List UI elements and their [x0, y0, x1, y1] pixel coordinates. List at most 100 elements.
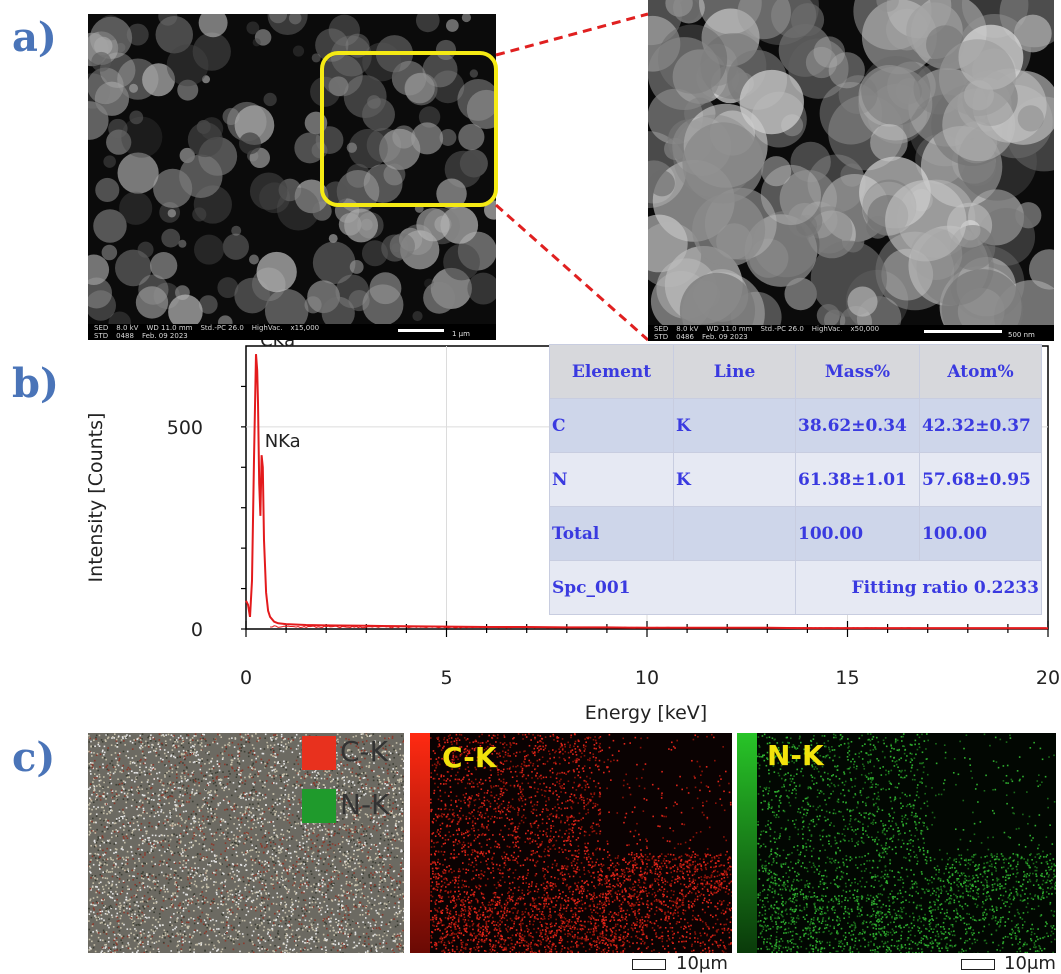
map-pixel [342, 952, 344, 953]
map-pixel [125, 775, 128, 777]
map-pixel [309, 906, 311, 909]
map-pixel [99, 856, 102, 858]
map-pixel [286, 783, 289, 786]
sem-particle [234, 277, 270, 314]
map-pixel [394, 902, 397, 905]
map-pixel [204, 788, 207, 791]
map-pixel [251, 940, 254, 943]
map-pixel [199, 874, 202, 876]
map-pixel [294, 769, 297, 772]
map-pixel [282, 879, 284, 882]
map-pixel [378, 871, 381, 873]
map-pixel [103, 905, 105, 907]
map-pixel [209, 791, 211, 794]
map-pixel [307, 833, 310, 836]
map-pixel [238, 930, 240, 933]
map-pixel [370, 833, 372, 835]
map-pixel [285, 859, 287, 861]
table-cell: Total [549, 506, 674, 561]
map-pixel [312, 851, 315, 854]
map-pixel [130, 915, 133, 918]
map-pixel [395, 938, 397, 940]
map-pixel [383, 878, 386, 880]
map-pixel [317, 834, 320, 836]
map-pixel [312, 928, 314, 931]
map-pixel [170, 795, 172, 797]
map-pixel [382, 796, 385, 799]
map-pixel [201, 900, 204, 903]
map-pixel [189, 889, 192, 891]
map-pixel [193, 883, 196, 886]
map-pixel [364, 843, 366, 846]
map-pixel [151, 746, 153, 749]
map-pixel [292, 864, 295, 867]
map-pixel [215, 808, 218, 810]
map-pixel [312, 832, 314, 835]
map-pixel [343, 944, 346, 947]
map-pixel [323, 925, 325, 927]
map-pixel [393, 891, 396, 894]
map-pixel [335, 919, 338, 922]
map-pixel [220, 820, 223, 823]
map-pixel [88, 741, 91, 743]
map-pixel [297, 857, 300, 859]
map-pixel [402, 868, 404, 870]
map-pixel [139, 886, 141, 889]
map-pixel [173, 869, 176, 872]
map-pixel [127, 756, 130, 759]
map-pixel [140, 872, 143, 875]
map-pixel [99, 785, 102, 788]
map-pixel [170, 755, 172, 758]
map-pixel [125, 794, 128, 797]
map-pixel [118, 817, 121, 819]
map-pixel [194, 820, 197, 823]
map-pixel [177, 874, 179, 877]
map-pixel [374, 884, 376, 886]
map-pixel [100, 862, 102, 865]
sem-particle [269, 14, 288, 24]
map-pixel [310, 947, 312, 950]
map-pixel [308, 911, 311, 913]
map-pixel [402, 881, 404, 884]
map-pixel [231, 759, 234, 762]
map-pixel [253, 859, 256, 862]
map-pixel [221, 746, 224, 749]
map-pixel [133, 834, 135, 837]
map-pixel [117, 783, 120, 786]
map-pixel [237, 758, 239, 760]
map-pixel [122, 788, 125, 790]
map-pixel [237, 755, 239, 757]
map-pixel [164, 890, 167, 893]
map-pixel [378, 887, 381, 889]
map-pixel [90, 931, 92, 934]
map-pixel [93, 806, 95, 808]
map-pixel [331, 939, 333, 941]
map-pixel [205, 778, 207, 780]
map-pixel [93, 773, 96, 775]
map-pixel [146, 801, 149, 803]
map-pixel [402, 741, 404, 743]
map-pixel [121, 886, 124, 889]
map-pixel [259, 903, 261, 906]
map-pixel [271, 747, 274, 750]
map-pixel [175, 926, 178, 928]
map-pixel [228, 910, 231, 913]
map-pixel [368, 790, 371, 793]
map-pixel [131, 913, 133, 916]
map-pixel [319, 857, 322, 860]
map-pixel [364, 775, 367, 777]
map-pixel [336, 738, 339, 741]
map-pixel [249, 849, 251, 852]
map-pixel [138, 860, 141, 862]
map-pixel [146, 781, 149, 783]
map-pixel [291, 904, 293, 907]
map-pixel [119, 741, 122, 744]
map-pixel [364, 844, 367, 847]
map-pixel [237, 938, 239, 940]
sem-particle [158, 14, 178, 26]
map-pixel [231, 841, 234, 844]
map-pixel [367, 937, 370, 940]
map-pixel [284, 933, 287, 936]
map-pixel [290, 739, 293, 742]
map-pixel [384, 796, 386, 798]
